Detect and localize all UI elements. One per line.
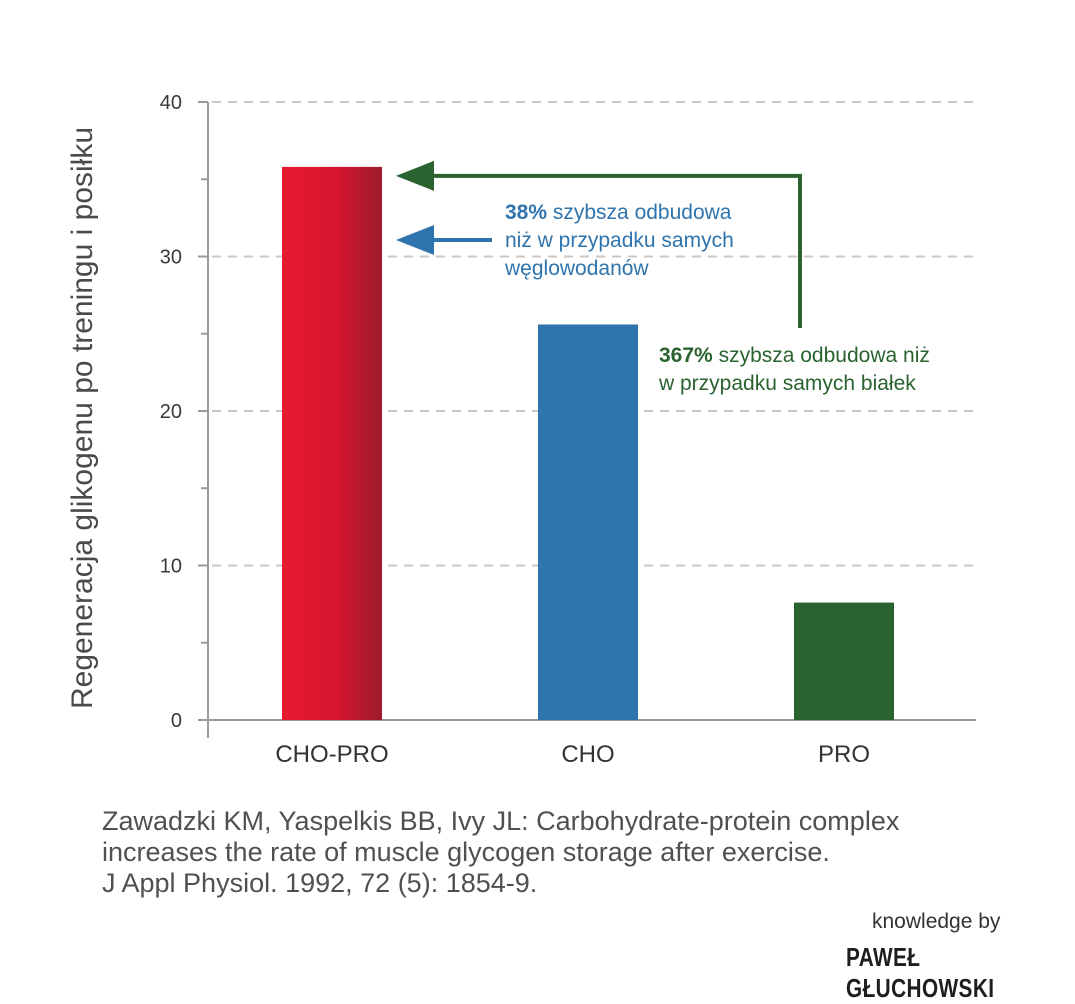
citation-line-1: Zawadzki KM, Yaspelkis BB, Ivy JL: Carbo… — [102, 806, 900, 836]
y-tick-label-20: 20 — [160, 401, 182, 423]
bar-cho-pro — [282, 166, 382, 720]
y-tick-label-30: 30 — [160, 247, 182, 269]
y-tick-label-10: 10 — [160, 556, 182, 578]
annotation-pro-line-2: w przypadku samych białek — [659, 372, 916, 395]
y-axis-label: Regeneracja glikogenu po treningu i posi… — [66, 127, 99, 709]
annotation-pro-line-1: szybsza odbudowa niż — [718, 344, 930, 367]
annotation-cho-line-3: węglowodanów — [505, 257, 649, 280]
annotation-cho-line-2: niż w przypadku samych — [505, 229, 734, 252]
y-tick-label-0: 0 — [171, 710, 182, 732]
annotation-cho-percent: 38% — [505, 201, 548, 224]
x-tick-label-cho: CHO — [561, 741, 614, 768]
x-tick-label-cho-pro: CHO-PRO — [275, 741, 388, 768]
annotation-cho-line-1: szybsza odbudowa — [552, 201, 732, 224]
annotation-pro: 367% szybsza odbudowa niż w przypadku sa… — [659, 342, 989, 398]
citation-line-2: increases the rate of muscle glycogen st… — [102, 837, 830, 867]
citation-line-3: J Appl Physiol. 1992, 72 (5): 1854-9. — [102, 868, 538, 898]
y-tick-label-40: 40 — [160, 92, 182, 114]
arrow-cho-head — [396, 225, 434, 255]
arrow-pro-line — [422, 173, 802, 328]
bar-cho — [538, 324, 638, 720]
bar-pro — [794, 602, 894, 720]
brand-tagline: knowledge by — [872, 910, 1001, 933]
arrow-pro-head — [396, 160, 434, 191]
x-tick-label-pro: PRO — [818, 741, 870, 768]
annotation-pro-percent: 367% — [659, 344, 713, 367]
annotation-cho: 38% szybsza odbudowa niż w przypadku sam… — [505, 199, 805, 283]
citation: Zawadzki KM, Yaspelkis BB, Ivy JL: Carbo… — [102, 806, 1002, 899]
brand-name: PAWEŁ GŁUCHOWSKI — [846, 942, 995, 1003]
